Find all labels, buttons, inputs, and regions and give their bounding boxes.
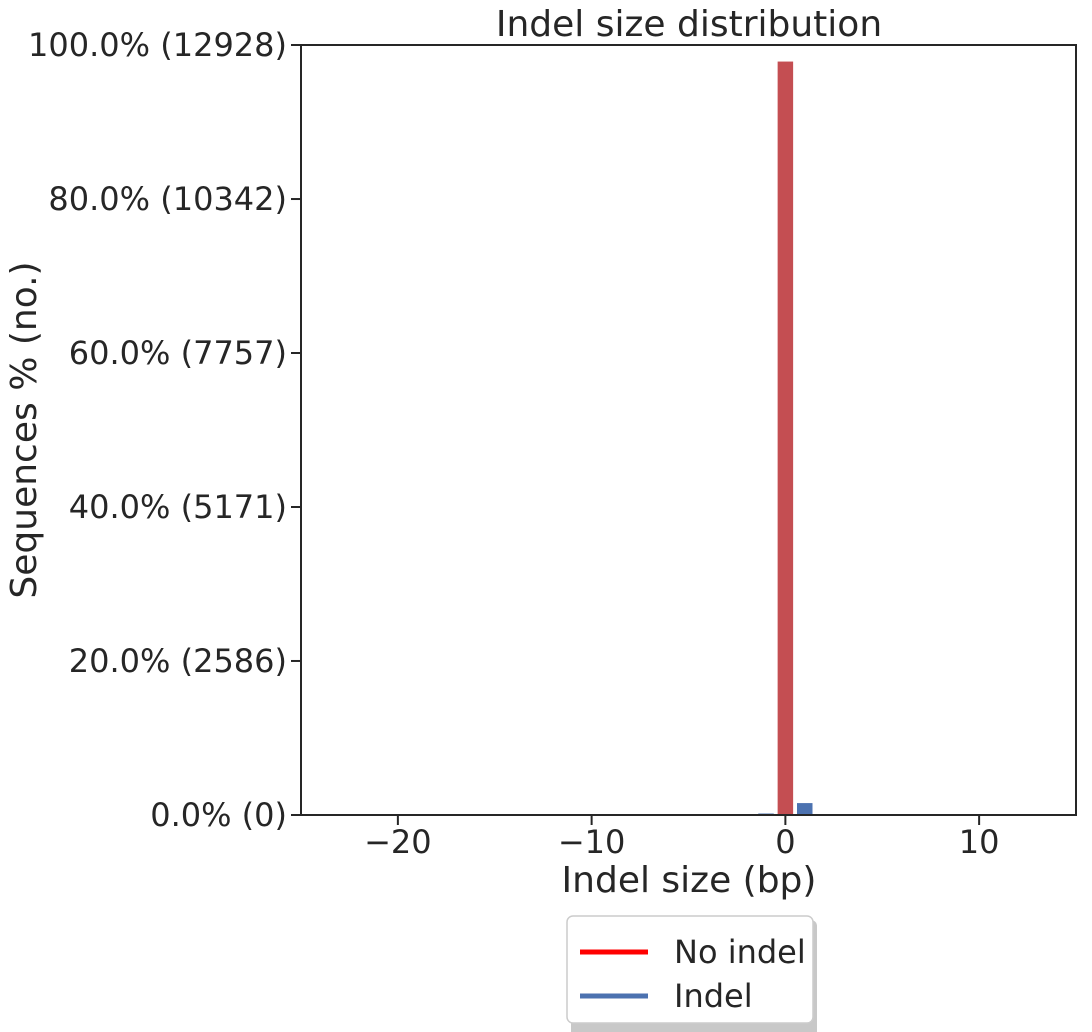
x-tick-label: −10 <box>558 823 626 861</box>
legend-items: No indel Indel <box>580 933 806 1015</box>
x-axis-label: Indel size (bp) <box>562 860 817 901</box>
bars-layer <box>738 61 832 816</box>
x-axis-ticks: −20 −10 0 10 <box>364 815 999 861</box>
legend-label-indel: Indel <box>674 977 753 1015</box>
y-axis-ticks: 0.0% (0) 20.0% (2586) 40.0% (5171) 60.0% (7… <box>28 26 301 834</box>
x-tick-label: 0 <box>775 823 795 861</box>
y-tick-label: 0.0% (0) <box>150 796 287 834</box>
bar-no-indel-0 <box>777 61 794 816</box>
plot-frame <box>300 44 1077 816</box>
y-axis-label: Sequences % (no.) <box>4 261 45 598</box>
bar-indel-2 <box>797 803 813 815</box>
legend: No indel Indel <box>566 915 817 1032</box>
y-tick-label: 20.0% (2586) <box>69 642 287 680</box>
chart-title: Indel size distribution <box>496 4 882 45</box>
y-tick-label: 40.0% (5171) <box>69 488 287 526</box>
legend-label-no-indel: No indel <box>674 933 806 971</box>
y-tick-label: 100.0% (12928) <box>28 26 287 64</box>
x-tick-label: −20 <box>364 823 432 861</box>
y-tick-label: 80.0% (10342) <box>48 180 287 218</box>
y-tick-label: 60.0% (7757) <box>69 334 287 372</box>
x-tick-label: 10 <box>959 823 1000 861</box>
